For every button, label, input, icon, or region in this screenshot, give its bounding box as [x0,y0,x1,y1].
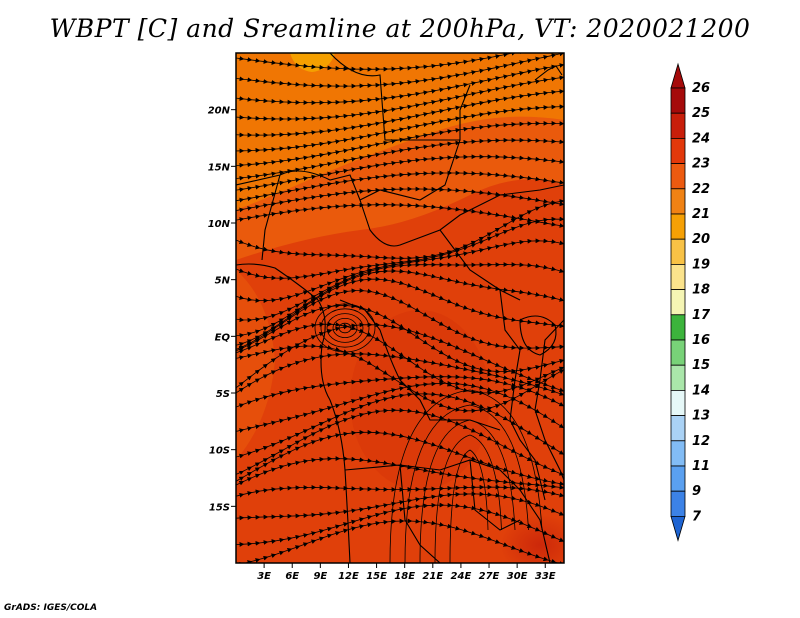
coastline-west-africa [236,263,351,563]
lon-tick-label: 6E [285,571,299,582]
border-south-3 [469,459,521,531]
streamline-vortex [332,317,358,338]
colorbar-swatch [670,440,686,467]
streamline-gyre [404,404,529,563]
colorbar-label: 18 [692,283,710,298]
colorbar-swatch [670,238,686,265]
border-east-lakes [499,289,546,501]
colorbar-swatch [670,263,686,290]
colorbar: 26 25 24 23 22 21 20 19 18 17 16 15 14 13 12 11 9 7 [670,62,711,542]
streamline-vortex [338,322,352,334]
colorbar-label: 21 [692,207,710,222]
colorbar-label: 7 [692,509,702,524]
colorbar-swatch [670,137,686,164]
colorbar-swatch [670,213,686,240]
colorbar-swatch [670,389,686,416]
streamline [236,518,564,563]
border-central-1 [261,174,281,261]
colorbar-swatch [670,339,686,366]
colorbar-swatch [670,112,686,139]
wbpt-field [236,53,564,563]
colorbar-label: 9 [692,484,701,499]
border-congo [339,299,501,431]
border-south-1 [344,459,551,563]
streamline-vortex [326,313,364,343]
streamline-gyre [449,449,489,563]
streamline-vortex [320,308,370,348]
colorbar-swatch [670,415,686,442]
lake-victoria [519,315,557,356]
lon-tick-label: 12E [338,571,359,582]
map-title: WBPT [C] and Sreamline at 200hPa, VT: 20… [49,14,751,43]
colorbar-label: 23 [692,157,710,172]
colorbar-swatch [670,188,686,215]
border-north-1 [329,53,471,141]
lat-tick-label: 15S [209,502,230,513]
lon-tick-label: 27E [479,571,500,582]
colorbar-swatch [670,87,686,114]
colorbar-swatch [670,465,686,492]
colorbar-swatch [670,490,686,517]
country-borders [236,53,564,563]
lon-tick-label: 3E [257,571,271,582]
latitude-axis: 20N 15N 10N 5N EQ 5S 10S 15S [208,106,236,513]
lat-tick-label: 20N [208,106,231,117]
lon-tick-label: 9E [313,571,327,582]
border-central-2 [359,184,564,247]
colorbar-label: 16 [692,333,710,348]
colorbar-label: 25 [692,106,710,121]
colorbar-label: 22 [692,182,710,197]
streamline [236,484,564,500]
colorbar-swatch [670,364,686,391]
colorbar-label: 12 [692,434,710,449]
coast-northeast [534,65,563,81]
lon-tick-label: 24E [451,571,472,582]
grads-credit: GrADS: IGES/COLA [4,603,98,613]
lat-tick-label: EQ [215,332,231,343]
lon-tick-label: 15E [366,571,387,582]
lat-tick-label: 10N [208,219,231,230]
lat-tick-label: 10S [209,446,230,457]
colorbar-label: 19 [692,257,710,272]
longitude-axis: 3E 6E 9E 12E 15E 18E 21E 24E 27E 30E 33E [257,563,556,582]
colorbar-label: 15 [692,358,710,373]
colorbar-label: 24 [692,131,710,146]
lon-tick-label: 30E [507,571,528,582]
border-central-3 [439,229,521,301]
border-south-2 [399,464,441,563]
colorbar-label: 20 [692,232,710,247]
streamline-gyre [434,434,502,563]
colorbar-label: 26 [692,81,710,96]
colorbar-label: 11 [692,459,710,474]
colorbar-bottom-arrow [670,516,686,542]
streamline-vortex [314,303,376,353]
streamline-gyre [389,389,543,563]
lat-tick-label: 5S [216,389,230,400]
lon-tick-label: 21E [422,571,443,582]
colorbar-label: 13 [692,409,710,424]
lon-tick-label: 18E [394,571,415,582]
colorbar-swatch [670,314,686,341]
border-north-2 [236,139,461,201]
lat-tick-label: 5N [215,276,231,287]
colorbar-swatch [670,289,686,316]
plot-frame [235,52,565,564]
colorbar-top-arrow [670,62,686,89]
colorbar-swatch [670,163,686,190]
lat-tick-label: 15N [208,162,231,173]
coast-east [534,319,564,481]
lon-tick-label: 33E [535,571,556,582]
colorbar-label: 17 [692,308,711,323]
colorbar-label: 14 [692,383,710,398]
